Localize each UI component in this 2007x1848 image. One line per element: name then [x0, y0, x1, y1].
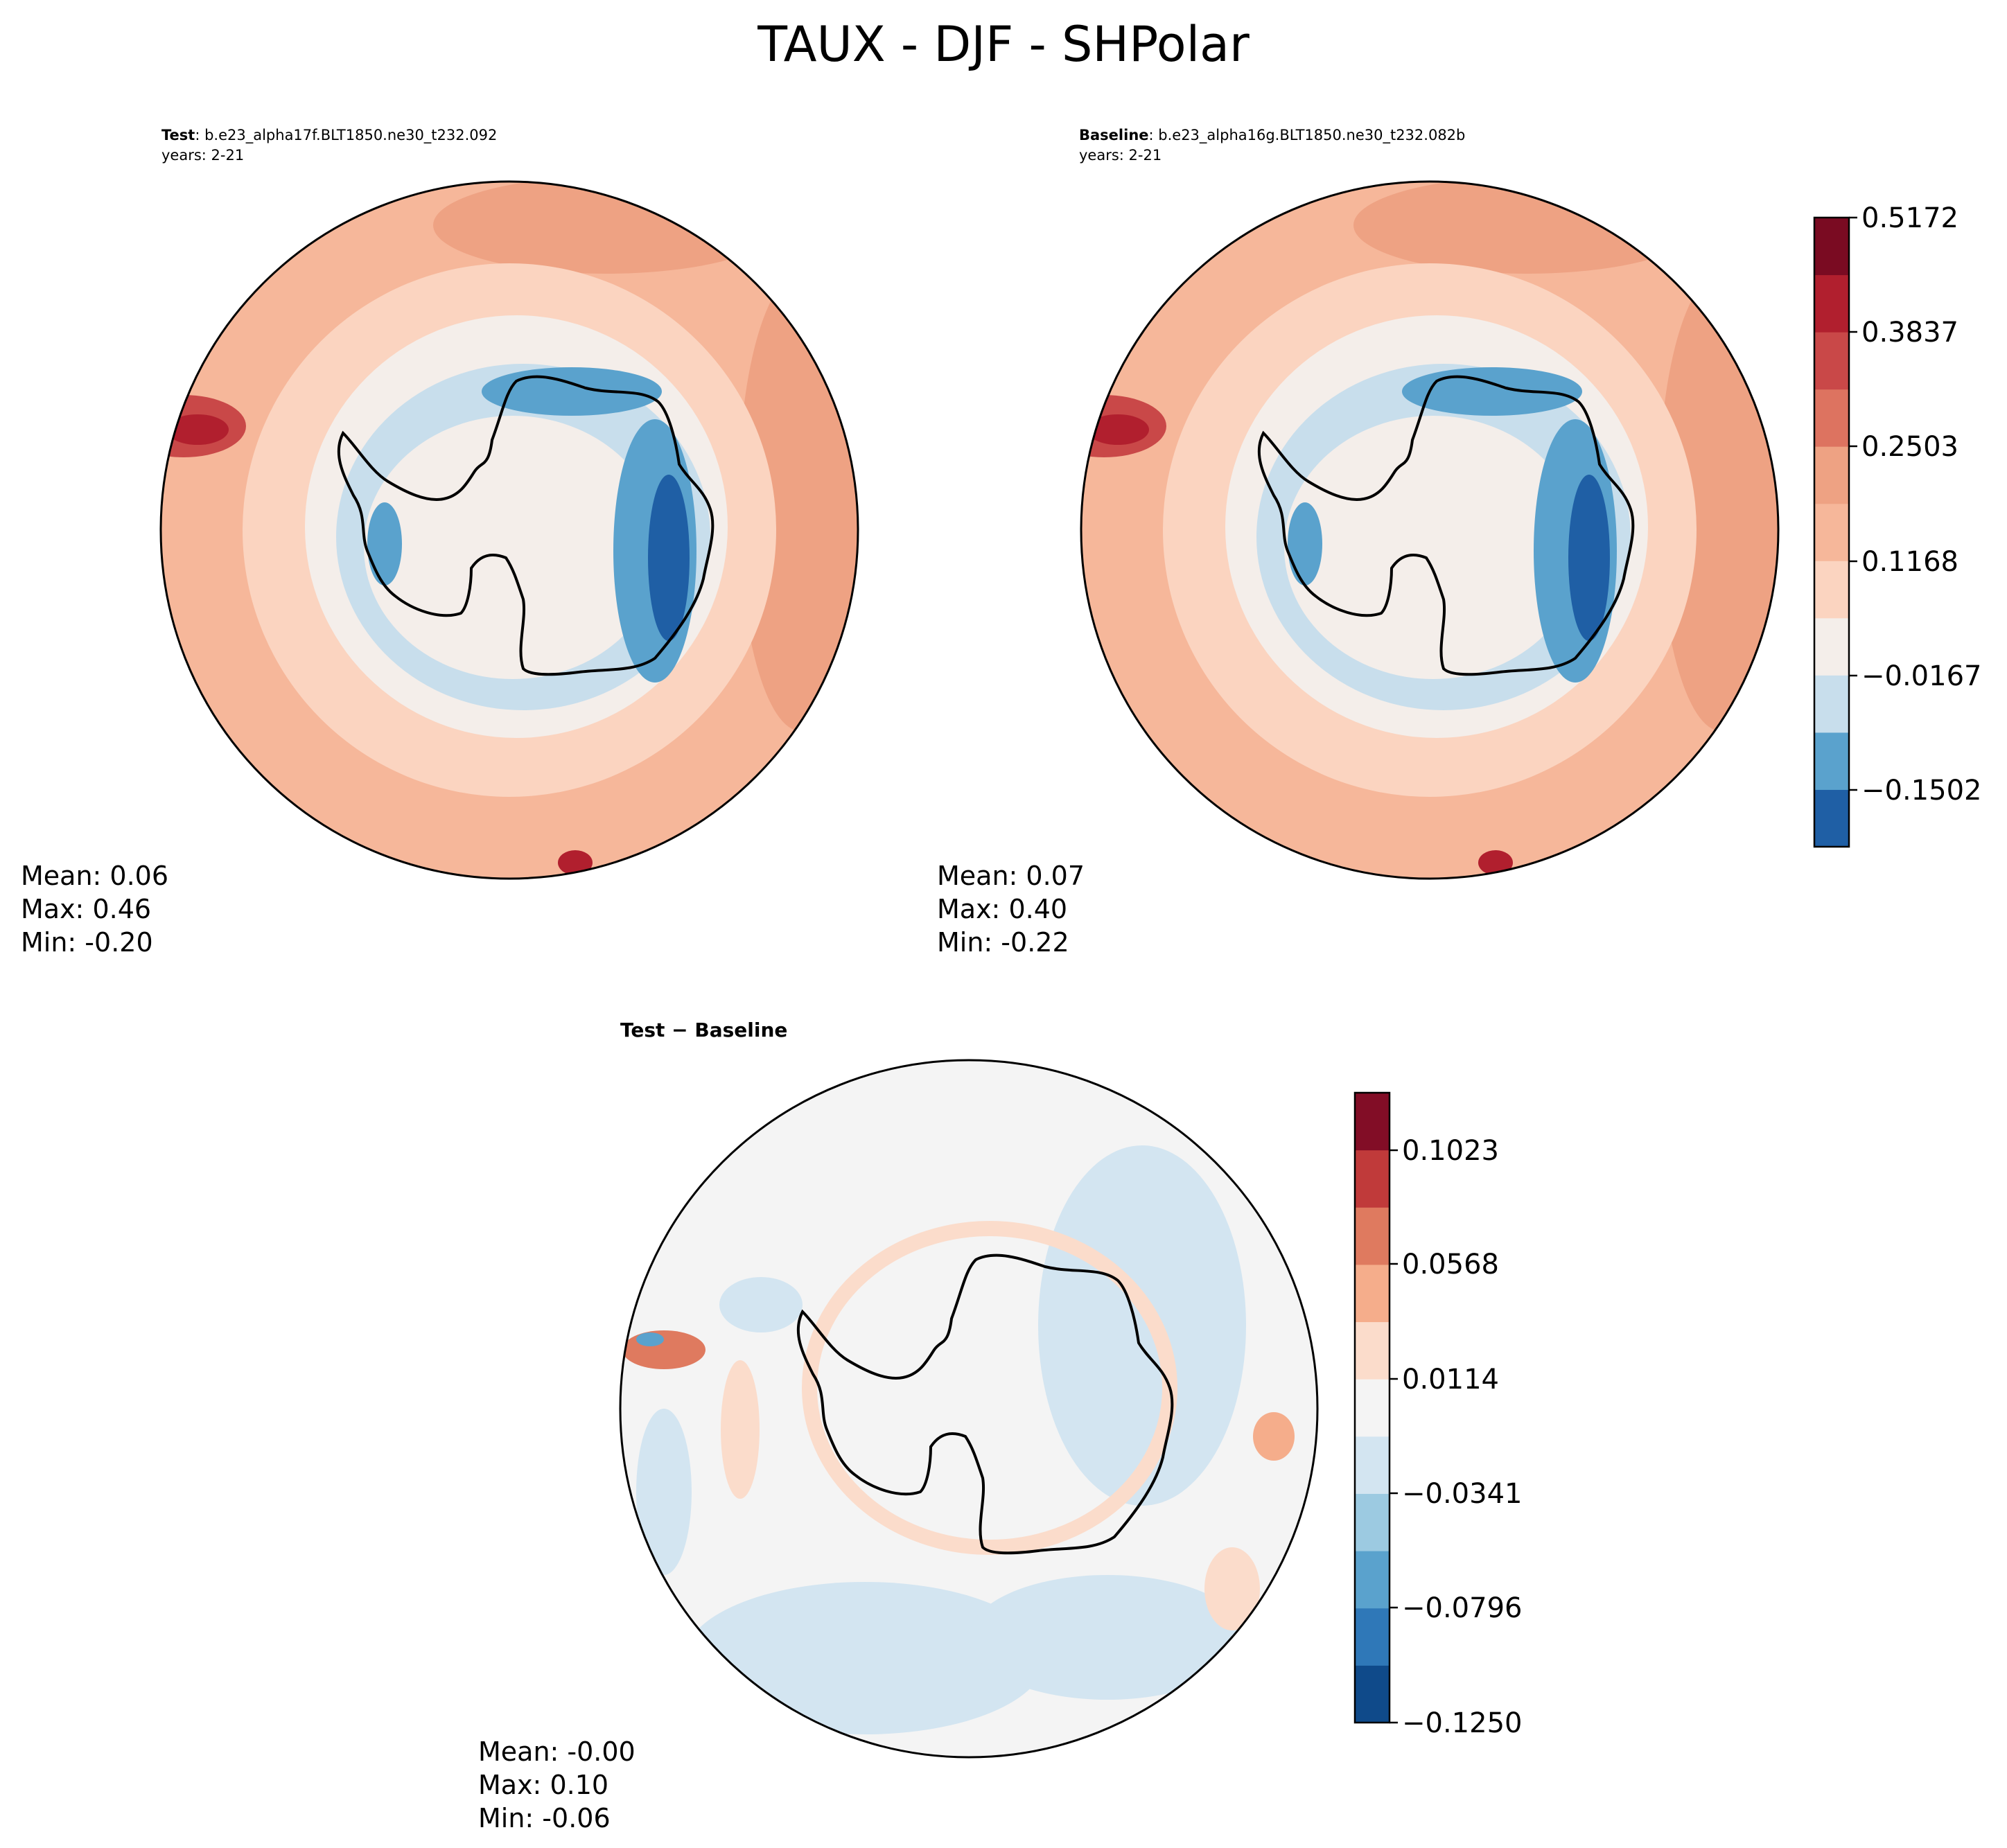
diff-mean: Mean: -0.00: [478, 1736, 636, 1767]
colorbar-segment: [1355, 1493, 1390, 1551]
map-boundary: [619, 1059, 1319, 1759]
baseline-mean: Mean: 0.07: [937, 861, 1085, 891]
colorbar-segment: [1814, 617, 1849, 676]
colorbar-frame: [1813, 216, 1850, 848]
map-field: [1081, 182, 1778, 879]
colorbar-segment: [1355, 1093, 1390, 1151]
colorbar-segment: [1355, 1321, 1390, 1380]
field-band: [1568, 475, 1610, 641]
colorbar-segment: [1355, 1665, 1390, 1723]
field-band: [1284, 416, 1582, 679]
colorbar-segment: [1355, 1264, 1390, 1323]
colorbar-segment: [1814, 218, 1849, 276]
test-panel-title: Test: b.e23_alpha17f.BLT1850.ne30_t232.0…: [161, 125, 497, 145]
test-map: [159, 180, 859, 880]
colorbar-segment: [1355, 1436, 1390, 1494]
test-years: years: 2-21: [161, 147, 245, 164]
colorbar-tick-label: 0.2503: [1861, 431, 1958, 463]
baseline-case-name: : b.e23_alpha16g.BLT1850.ne30_t232.082b: [1148, 127, 1466, 143]
field-band: [558, 850, 593, 875]
colorbar-segment: [1355, 1551, 1390, 1609]
diff-map: [619, 1059, 1319, 1759]
map-field: [620, 1060, 1317, 1757]
field-band: [1253, 1412, 1295, 1461]
colorbar-segment: [1355, 1379, 1390, 1437]
test-label: Test: [161, 127, 195, 143]
field-band: [648, 475, 690, 641]
field-band: [1204, 1547, 1260, 1630]
colorbar-segment: [1355, 1207, 1390, 1265]
colorbar-tick-label: −0.1502: [1861, 775, 1981, 807]
baseline-stats: Mean: 0.07 Max: 0.40 Min: -0.22: [937, 859, 1085, 959]
test-stats: Mean: 0.06 Max: 0.46 Min: -0.20: [21, 859, 168, 959]
map-field: [161, 182, 858, 879]
colorbar-segment: [1814, 561, 1849, 619]
colorbar-segment: [1814, 332, 1849, 390]
field-band: [685, 1582, 1045, 1734]
diff-max: Max: 0.10: [478, 1770, 609, 1800]
colorbar-tick-label: 0.0568: [1402, 1249, 1499, 1281]
diff-min: Min: -0.06: [478, 1803, 611, 1833]
field-band: [482, 367, 662, 416]
diff-panel-title: Test − Baseline: [620, 1019, 788, 1041]
field-band: [1087, 414, 1149, 445]
field-band: [636, 1332, 664, 1346]
field-band: [636, 1409, 692, 1575]
colorbar-segment: [1814, 503, 1849, 561]
colorbar-tick-label: −0.1250: [1402, 1707, 1522, 1739]
test-max: Max: 0.46: [21, 894, 152, 924]
field-band: [166, 414, 229, 445]
map-boundary: [159, 180, 859, 880]
field-band: [719, 1277, 803, 1332]
colorbar-tick-label: 0.5172: [1861, 202, 1958, 234]
map-boundary: [1080, 180, 1780, 880]
test-case-name: : b.e23_alpha17f.BLT1850.ne30_t232.092: [195, 127, 498, 143]
field-band: [1288, 502, 1322, 586]
field-band: [1038, 1145, 1246, 1506]
colorbar-segment: [1355, 1150, 1390, 1208]
test-mean: Mean: 0.06: [21, 861, 169, 891]
baseline-min: Min: -0.22: [937, 927, 1069, 958]
baseline-max: Max: 0.40: [937, 894, 1068, 924]
colorbar-tick-label: −0.0796: [1402, 1592, 1522, 1624]
colorbar-tick-label: 0.0114: [1402, 1364, 1499, 1396]
field-band: [364, 416, 662, 679]
colorbar-segment: [1814, 446, 1849, 504]
colorbar-tick-label: 0.1168: [1861, 546, 1958, 578]
colorbar-segment: [1814, 675, 1849, 733]
field-band: [622, 1330, 705, 1369]
colorbar-tick-label: −0.0341: [1402, 1478, 1522, 1510]
field-band: [1478, 850, 1513, 875]
colorbar-tick-label: 0.3837: [1861, 317, 1958, 349]
field-band: [1402, 367, 1582, 416]
colorbar-tick-label: 0.1023: [1402, 1135, 1499, 1167]
colorbar-tick-label: −0.0167: [1861, 660, 1981, 692]
colorbar-segment: [1814, 789, 1849, 847]
colorbar-segment: [1814, 732, 1849, 790]
baseline-panel-title: Baseline: b.e23_alpha16g.BLT1850.ne30_t2…: [1079, 125, 1465, 145]
colorbar-frame: [1353, 1091, 1391, 1724]
colorbar-segment: [1814, 274, 1849, 333]
baseline-map: [1080, 180, 1780, 880]
baseline-label: Baseline: [1079, 127, 1149, 143]
main-colorbar: 0.5172 0.3837 0.2503 0.1168 −0.0167 −0.1502: [1813, 202, 1981, 848]
test-min: Min: -0.20: [21, 927, 153, 958]
baseline-years: years: 2-21: [1079, 147, 1162, 164]
colorbar-segment: [1814, 389, 1849, 447]
diff-colorbar: 0.1023 0.0568 0.0114 −0.0341 −0.0796 −0.1250: [1353, 1091, 1522, 1739]
field-band: [969, 1575, 1246, 1700]
colorbar-segment: [1355, 1608, 1390, 1666]
figure-title: TAUX - DJF - SHPolar: [757, 16, 1250, 73]
diff-stats: Mean: -0.00 Max: 0.10 Min: -0.06: [478, 1735, 636, 1835]
field-band: [721, 1360, 760, 1499]
field-band: [367, 502, 402, 586]
